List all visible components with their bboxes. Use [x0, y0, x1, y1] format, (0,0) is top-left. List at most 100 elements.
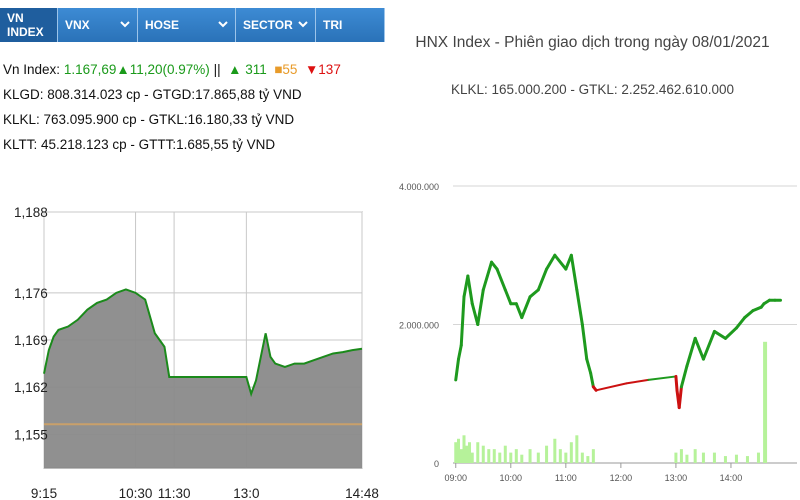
volume-bar — [756, 452, 760, 463]
volume-bar — [569, 442, 573, 463]
y-tick-label: 1,188 — [14, 205, 48, 220]
y-tick-label: 1,155 — [14, 427, 48, 442]
volume-bar — [514, 449, 518, 463]
hnx-line-segment — [569, 253, 579, 292]
volume-bar — [459, 449, 463, 463]
volume-bar — [693, 449, 697, 463]
x-tick-label: 9:15 — [31, 486, 57, 500]
volume-bar — [575, 435, 579, 463]
hnx-line-segment — [495, 267, 507, 292]
volume-bar — [528, 449, 532, 463]
volume-bar — [685, 454, 689, 463]
volume-bar — [580, 452, 584, 463]
x-tick-label: 13:00 — [665, 473, 688, 483]
hnx-line-segment — [595, 382, 628, 392]
volume-bar — [454, 442, 458, 463]
vn-index-row: Vn Index: 1.167,69▲11,20(0.97%) || ▲ 311… — [3, 60, 341, 85]
kltt-row: KLTT: 45.218.123 cp - GTTT:1.685,55 tỷ V… — [3, 137, 276, 152]
hnx-line-segment — [520, 295, 532, 320]
volume-bar — [734, 454, 738, 463]
volume-bar — [457, 438, 461, 463]
x-tick-label: 10:30 — [119, 486, 153, 500]
declines-count: ▼137 — [304, 62, 341, 77]
volume-bar — [470, 452, 474, 463]
volume-bar — [520, 454, 524, 463]
tab-vnx-label: VNX — [65, 18, 90, 32]
vn-index-value: 1.167,69 — [63, 62, 117, 77]
vn-index-intraday-chart: 1,188 1,176 1,169 1,162 1,155 9:15 10:30 11:30 1… — [14, 205, 379, 500]
klkl-row: KLKL: 763.095.900 cp - GTKL:16.180,33 tỷ… — [3, 112, 295, 127]
volume-bar — [487, 449, 491, 463]
x-tick-label: 11:00 — [555, 473, 577, 483]
y-tick-label: 1,169 — [14, 333, 48, 348]
hnx-line-segment — [528, 288, 540, 299]
tab-tri-label: TRI — [323, 18, 343, 32]
tab-hose[interactable]: HOSE — [138, 8, 236, 42]
advances-count: ▲ 311 — [228, 62, 267, 77]
hnx-chart-subtitle: KLKL: 165.000.200 - GTKL: 2.252.462.610.… — [451, 82, 734, 97]
x-tick-label: 09:00 — [444, 473, 467, 483]
volume-bar — [509, 452, 513, 463]
hnx-line-segment — [553, 253, 568, 271]
hnx-index-panel: HNX Index - Phiên giao dịch trong ngày 0… — [385, 0, 800, 500]
x-tick-label: 14:48 — [345, 486, 379, 500]
hnx-line-segment — [585, 357, 593, 375]
hnx-line-segment — [625, 378, 650, 385]
tab-vnx[interactable]: VNX — [58, 8, 138, 42]
hnx-line-segment — [514, 302, 524, 320]
vn-index-line — [43, 288, 363, 398]
volume-bar — [465, 445, 469, 463]
y-tick-label: 1,176 — [14, 286, 48, 301]
hnx-line-segment — [679, 364, 689, 389]
chevron-down-icon — [217, 18, 229, 30]
hnx-line-segment — [459, 295, 466, 347]
volume-bar — [462, 435, 466, 463]
hnx-line-segment — [457, 343, 463, 361]
hnx-line-segment — [712, 329, 727, 340]
volume-bar — [558, 449, 562, 463]
hnx-line-segment — [503, 288, 513, 306]
volume-bar — [503, 445, 507, 463]
hnx-line-segment — [575, 288, 584, 326]
unchanged-count: ■55 — [274, 62, 298, 77]
tab-vn-index[interactable]: VN INDEX — [0, 8, 58, 42]
volume-bar — [553, 438, 557, 463]
y-tick-label: 0 — [434, 459, 439, 469]
x-tick-label: 12:00 — [610, 473, 633, 483]
x-tick-label: 10:00 — [500, 473, 523, 483]
chevron-down-icon — [119, 18, 131, 30]
tab-tri[interactable]: TRI — [316, 8, 385, 42]
hnx-line-segment — [454, 357, 461, 382]
volume-bar — [723, 456, 727, 463]
x-tick-label: 14:00 — [720, 473, 743, 483]
market-tabs: VN INDEX VNX HOSE SECTOR TRI — [0, 8, 385, 42]
hnx-line-segment — [580, 323, 589, 361]
y-tick-label: 1,162 — [14, 380, 48, 395]
hnx-chart-title: HNX Index - Phiên giao dịch trong ngày 0… — [415, 34, 770, 51]
volume-bar — [701, 452, 705, 463]
volume-bar — [468, 442, 472, 463]
tab-sector-label: SECTOR — [243, 18, 293, 32]
hnx-line-segment — [589, 371, 595, 389]
vn-index-label: Vn Index: — [3, 62, 61, 77]
volume-bar — [586, 456, 590, 463]
hnx-line-segment — [545, 253, 557, 271]
tab-vn-index-label: VN INDEX — [7, 11, 44, 39]
volume-bar — [492, 449, 496, 463]
volume-bar — [679, 449, 683, 463]
tab-hose-label: HOSE — [145, 18, 180, 32]
vn-index-panel: VN INDEX VNX HOSE SECTOR TRI Vn Index: — [0, 0, 385, 500]
tab-sector[interactable]: SECTOR — [236, 8, 316, 42]
hnx-line-segment — [466, 274, 474, 306]
volume-bar — [712, 452, 716, 463]
volume-bar — [481, 445, 485, 463]
hnx-line-segment — [734, 316, 747, 330]
hnx-line-segment — [701, 329, 716, 361]
separator: || — [213, 62, 221, 77]
index-summary: Vn Index: 1.167,69▲11,20(0.97%) || ▲ 311… — [3, 60, 341, 160]
chevron-down-icon — [297, 18, 309, 30]
volume-bar — [745, 456, 749, 463]
y-tick-label: 2.000.000 — [399, 321, 439, 331]
volume-bar — [674, 452, 678, 463]
hnx-index-intraday-chart: 4.000.000 2.000.000 0 09:00 10:00 11:00 12:00 1… — [399, 182, 797, 483]
